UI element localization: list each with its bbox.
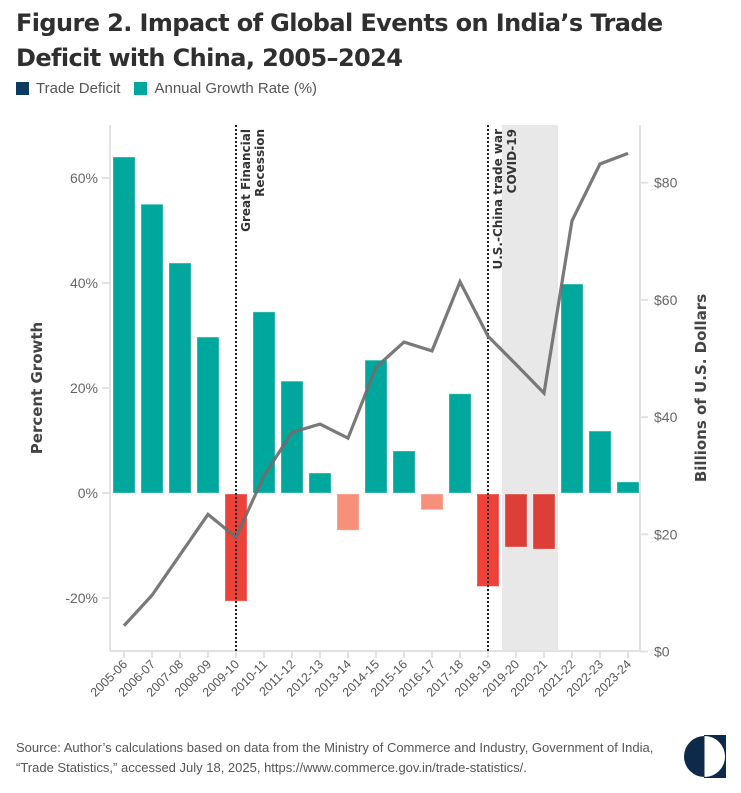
event-label: Great Financial [239, 129, 253, 232]
right-tick-label: $80 [654, 175, 678, 191]
growth-bar-2011-12 [280, 380, 304, 494]
source-note: Source: Author’s calculations based on d… [16, 738, 676, 778]
event-label: U.S.-China trade war [491, 129, 505, 270]
growth-bar-2013-14 [336, 493, 360, 531]
growth-bar-2023-24 [616, 481, 640, 494]
event-label: COVID-19 [505, 129, 519, 193]
trade-deficit-line [122, 151, 629, 627]
growth-rate-swatch-icon [134, 82, 148, 95]
growth-bar-2021-22 [560, 283, 584, 494]
growth-bar-2015-16 [392, 450, 416, 494]
legend-label: Annual Growth Rate (%) [154, 80, 318, 97]
left-tick-label: 20% [70, 380, 98, 396]
growth-bar-2007-08 [168, 262, 192, 494]
growth-bar-2008-09 [196, 336, 220, 494]
growth-bar-2018-19 [476, 493, 500, 587]
half-circle-logo-icon [684, 735, 726, 778]
left-tick-label: 0% [78, 485, 98, 501]
growth-bar-2010-11 [252, 311, 276, 494]
growth-bar-2012-13 [308, 472, 332, 494]
source-line-1: Source: Author’s calculations based on d… [16, 740, 654, 755]
source-line-2: “Trade Statistics,” accessed July 18, 20… [16, 760, 527, 775]
growth-bar-2016-17 [420, 493, 444, 511]
covid-shaded-region [502, 125, 558, 651]
left-axis-title: Percent Growth [28, 322, 46, 454]
growth-bar-2006-07 [140, 203, 164, 494]
growth-bar-2020-21 [532, 493, 556, 550]
covid-shade-rect [502, 125, 558, 651]
right-tick-label: $20 [654, 526, 678, 542]
left-tick-label: 40% [70, 275, 98, 291]
trade-deficit-swatch-icon [16, 82, 29, 95]
growth-bars [112, 156, 640, 602]
right-tick-label: $60 [654, 292, 678, 308]
axes [102, 125, 648, 658]
legend-item-growth-rate: Annual Growth Rate (%) [134, 80, 317, 97]
growth-bar-2019-20 [504, 493, 528, 548]
legend-item-trade-deficit: Trade Deficit [16, 80, 120, 97]
growth-bar-2017-18 [448, 393, 472, 494]
left-tick-label: -20% [65, 590, 98, 606]
right-tick-label: $40 [654, 409, 678, 425]
legend: Trade Deficit Annual Growth Rate (%) [16, 80, 331, 97]
left-tick-label: 60% [70, 170, 98, 186]
growth-bar-2005-06 [112, 156, 136, 494]
event-label: Recession [253, 129, 267, 197]
right-axis-title: Billions of U.S. Dollars [692, 294, 710, 482]
growth-bar-2014-15 [364, 359, 388, 494]
chart-title: Figure 2. Impact of Global Events on Ind… [16, 9, 663, 72]
right-tick-label: $0 [654, 644, 670, 660]
chart-area: -20%0%20%40%60%$0$20$40$60$802005-062006… [28, 125, 710, 700]
growth-bar-2022-23 [588, 430, 612, 494]
legend-label: Trade Deficit [36, 80, 121, 97]
